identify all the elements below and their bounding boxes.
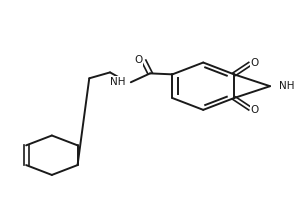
- Text: O: O: [250, 58, 258, 68]
- Text: NH: NH: [110, 77, 125, 87]
- Text: O: O: [250, 105, 258, 115]
- Text: NH: NH: [279, 81, 294, 91]
- Text: O: O: [134, 55, 142, 65]
